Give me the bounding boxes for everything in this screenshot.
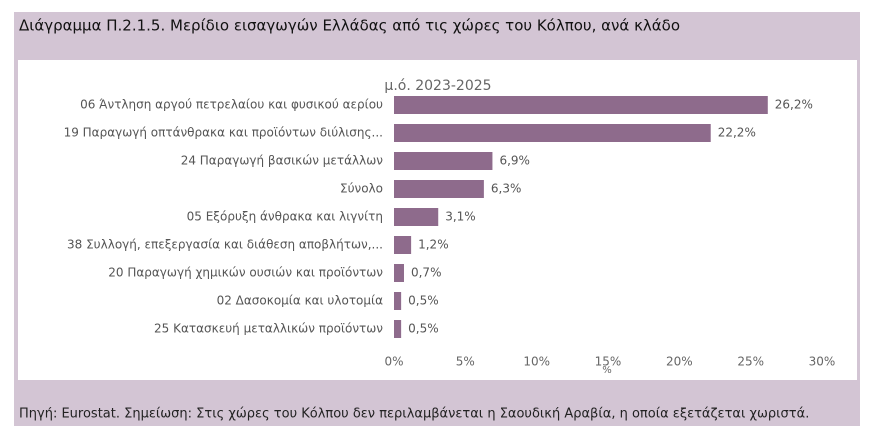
chart-subtitle: μ.ό. 2023-2025	[384, 78, 491, 94]
value-label: 6,9%	[499, 154, 530, 168]
bar	[394, 208, 439, 226]
bar	[394, 292, 402, 310]
x-tick-label: 25%	[737, 355, 764, 369]
value-label: 0,5%	[408, 294, 439, 308]
y-tick-label: 19 Παραγωγή οπτάνθρακα και προϊόντων διύ…	[64, 126, 383, 140]
value-label: 22,2%	[718, 126, 756, 140]
value-label: 0,5%	[408, 322, 439, 336]
bar	[394, 96, 768, 114]
value-label: 3,1%	[445, 210, 476, 224]
bar	[394, 180, 484, 198]
chart-title: Διάγραμμα Π.2.1.5. Μερίδιο εισαγωγών Ελλ…	[19, 17, 680, 35]
y-tick-label: 24 Παραγωγή βασικών μετάλλων	[181, 154, 384, 168]
x-tick-label: 30%	[809, 355, 836, 369]
y-tick-label: 02 Δασοκομία και υλοτομία	[217, 294, 383, 308]
y-tick-label: Σύνολο	[340, 182, 383, 196]
value-label: 6,3%	[491, 182, 522, 196]
value-label: 1,2%	[418, 238, 449, 252]
x-tick-label: 15%	[595, 355, 622, 369]
x-tick-label: 10%	[523, 355, 550, 369]
y-tick-label: 38 Συλλογή, επεξεργασία και διάθεση αποβ…	[67, 238, 383, 252]
x-tick-label: 20%	[666, 355, 693, 369]
value-label: 26,2%	[775, 98, 813, 112]
x-axis-label: %	[602, 365, 612, 376]
bar	[394, 320, 402, 338]
y-tick-label: 20 Παραγωγή χημικών ουσιών και προϊόντων	[108, 266, 383, 280]
bar	[394, 236, 412, 254]
caption: Πηγή: Eurostat. Σημείωση: Στις χώρες του…	[19, 407, 809, 422]
y-tick-label: 25 Κατασκευή μεταλλικών προϊόντων	[154, 322, 383, 336]
bar	[394, 264, 404, 282]
x-tick-label: 5%	[456, 355, 475, 369]
bar	[394, 124, 711, 142]
x-tick-label: 0%	[384, 355, 403, 369]
y-tick-label: 05 Εξόρυξη άνθρακα και λιγνίτη	[187, 210, 383, 224]
bar	[394, 152, 493, 170]
y-tick-label: 06 Άντληση αργού πετρελαίου και φυσικού …	[80, 98, 383, 112]
value-label: 0,7%	[411, 266, 442, 280]
